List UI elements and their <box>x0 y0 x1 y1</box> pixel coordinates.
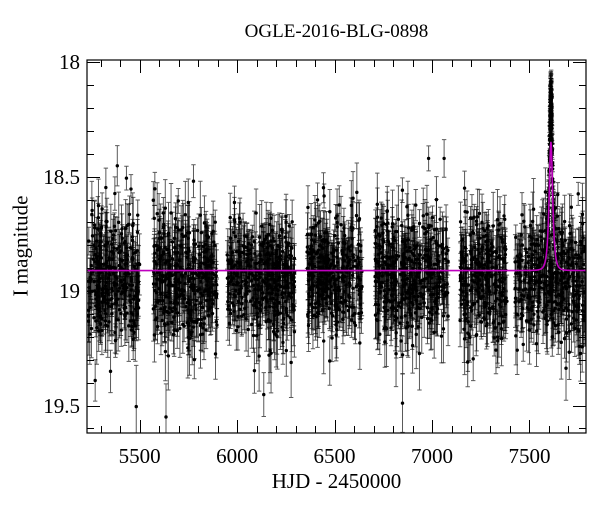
chart-title: OGLE-2016-BLG-0898 <box>244 21 429 42</box>
x-tick-label: 6000 <box>216 444 259 468</box>
y-tick-label: 18 <box>59 50 80 75</box>
x-tick-label: 7000 <box>411 444 453 468</box>
x-tick-label: 6500 <box>313 444 356 468</box>
x-tick-label: 7500 <box>508 444 551 468</box>
y-tick-label: 18.5 <box>43 164 80 189</box>
x-axis-label: HJD - 2450000 <box>271 469 402 493</box>
x-tick-label: 5500 <box>118 444 161 468</box>
y-tick-label: 19 <box>59 279 80 304</box>
y-tick-label: 19.5 <box>43 393 80 418</box>
